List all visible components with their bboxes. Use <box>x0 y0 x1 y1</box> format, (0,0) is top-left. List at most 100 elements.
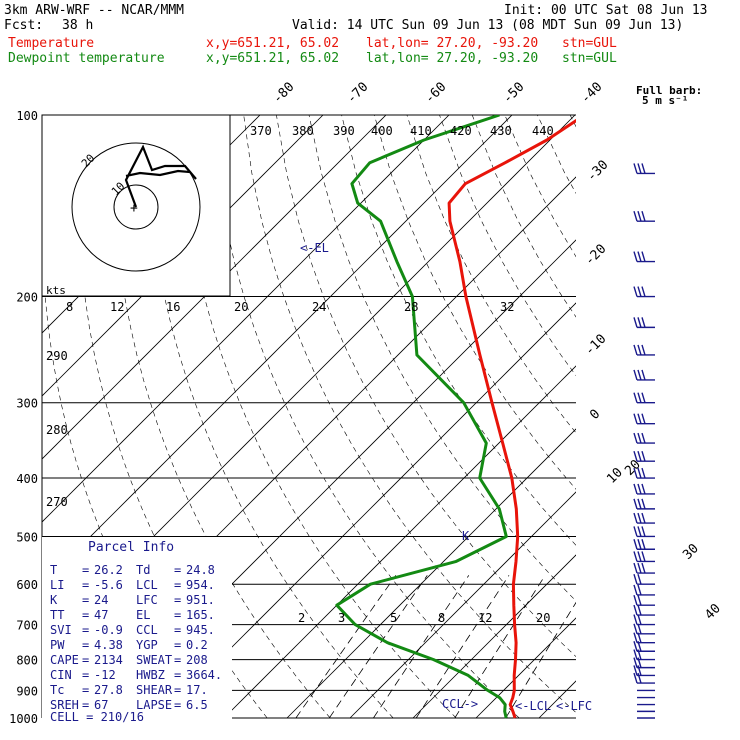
parcel-info-cell: -5.6 <box>94 578 123 592</box>
parcel-info-cell: 954. <box>186 578 215 592</box>
dry-adiabat <box>77 115 268 719</box>
hodograph-ring-outer <box>71 142 201 272</box>
parcel-info-cell: SREH <box>50 698 79 712</box>
wind-barb <box>633 251 655 263</box>
ccl-marker: CCL-> <box>442 697 478 711</box>
isotherm-label-m30: -30 <box>584 158 611 185</box>
parcel-info-cell: EL <box>136 608 150 622</box>
parcel-info-cell: = <box>174 623 181 637</box>
parcel-info-cell: 3664. <box>186 668 222 682</box>
dry-adiabat <box>439 115 576 377</box>
dry-adiabat <box>471 115 576 318</box>
mixing-ratio-label-12: 12 <box>478 611 492 625</box>
isotherm-line <box>42 115 450 523</box>
wind-barb <box>633 317 655 329</box>
theta-label-440: 440 <box>532 124 554 138</box>
isotherm-line <box>286 428 576 719</box>
wind-barb <box>633 344 655 356</box>
parcel-info-cell: -0.9 <box>94 623 123 637</box>
parcel-cell: CELL = 210/16 <box>50 710 144 724</box>
parcel-info-cell: YGP <box>136 638 158 652</box>
dry-adiabat <box>406 115 576 434</box>
isotherm-line <box>42 115 513 586</box>
wind-barb <box>633 594 655 606</box>
pressure-axis-labels: 100 200 300 400 500 600 700 800 900 1000 <box>9 109 38 726</box>
mixing-ratio-line <box>505 601 576 719</box>
wind-marker: K <box>462 529 470 543</box>
parcel-info-cell: 67 <box>94 698 108 712</box>
isotherm-line <box>665 115 740 718</box>
hodograph: + 20 10 kts <box>41 114 231 297</box>
isotherm-label-0: 0 <box>587 407 603 423</box>
speed-tick-24: 24 <box>312 300 326 314</box>
wind-barb <box>633 539 655 550</box>
parcel-info-cell: HWBZ <box>136 668 165 682</box>
isotherm-line <box>602 115 740 718</box>
dry-adiabat <box>243 115 576 713</box>
theta-label-270: 270 <box>46 495 68 509</box>
theta-label-420: 420 <box>450 124 472 138</box>
pressure-label: 1000 <box>9 712 38 726</box>
pressure-label: 600 <box>16 578 38 592</box>
mixing-ratio-label-3: 3 <box>338 611 345 625</box>
wind-barb <box>633 369 655 381</box>
parcel-info-cell: T <box>50 563 57 577</box>
dewpoint-legend-latlon: lat,lon= 27.20, -93.20 <box>366 51 539 66</box>
parcel-info-cell: = <box>174 698 181 712</box>
wind-barbs <box>633 163 655 719</box>
speed-tick-28: 28 <box>404 300 418 314</box>
temperature-legend-name: Temperature <box>8 36 95 51</box>
pressure-label: 800 <box>16 654 38 668</box>
wind-barb <box>633 604 655 616</box>
dry-adiabat <box>178 115 457 719</box>
hodograph-center: + <box>130 201 138 216</box>
wind-barb <box>633 623 655 635</box>
speed-tick-32: 32 <box>500 300 514 314</box>
parcel-info-cell: 47 <box>94 608 108 622</box>
parcel-info-cell: = <box>82 593 89 607</box>
parcel-info-cell: SHEAR <box>136 683 173 697</box>
parcel-info-cell: LFC <box>136 593 158 607</box>
wind-barb <box>633 562 655 574</box>
parcel-info-cell: = <box>82 698 89 712</box>
parcel-info-cell: = <box>174 593 181 607</box>
mixing-ratio-line <box>328 575 428 719</box>
mixing-ratio-label-8: 8 <box>438 611 445 625</box>
hodograph-trace <box>124 144 197 208</box>
isotherm-line <box>223 365 576 719</box>
isotherm-line <box>42 115 387 460</box>
theta-label-280: 280 <box>46 423 68 437</box>
dry-adiabat <box>635 115 740 718</box>
isotherm-label-m80: -80 <box>270 80 297 107</box>
parcel-info-cell: PW <box>50 638 65 652</box>
parcel-info-cell: 208 <box>186 653 208 667</box>
parcel-info-cell: = <box>174 608 181 622</box>
parcel-info-cell: 945. <box>186 623 215 637</box>
wind-barb <box>633 432 655 444</box>
speed-tick-8: 8 <box>66 300 73 314</box>
wind-barb <box>633 672 655 684</box>
parcel-info-cell: -12 <box>94 668 116 682</box>
parcel-info-cell: 951. <box>186 593 215 607</box>
valid-time: Valid: 14 UTC Sun 09 Jun 13 (08 MDT Sun … <box>292 18 684 33</box>
isotherm-label-m50: -50 <box>500 80 527 107</box>
pressure-label: 400 <box>16 472 38 486</box>
wind-barb <box>633 413 655 425</box>
wind-barb <box>633 574 655 585</box>
parcel-info-cell: CAPE <box>50 653 79 667</box>
hodograph-ring-inner <box>113 184 159 230</box>
parcel-info-cell: = <box>82 683 89 697</box>
parcel-info-cell: 24.8 <box>186 563 215 577</box>
mixing-ratio-label-2: 2 <box>298 611 305 625</box>
mixing-ratio-line <box>454 575 546 719</box>
parcel-info-cell: = <box>82 638 89 652</box>
wind-barb <box>633 512 655 524</box>
wind-barb <box>633 450 655 462</box>
mixing-ratio-line <box>295 575 397 719</box>
dewpoint-legend-stn: stn=GUL <box>562 51 617 66</box>
isotherm-label-m40: -40 <box>578 80 605 107</box>
parcel-info-cell: 4.38 <box>94 638 123 652</box>
theta-label-410: 410 <box>410 124 432 138</box>
parcel-info-cell: 165. <box>186 608 215 622</box>
parcel-info-panel: Parcel Info T = 26.2 Td = 24.8 LI = -5.6 LCL = 954.… <box>42 537 232 724</box>
